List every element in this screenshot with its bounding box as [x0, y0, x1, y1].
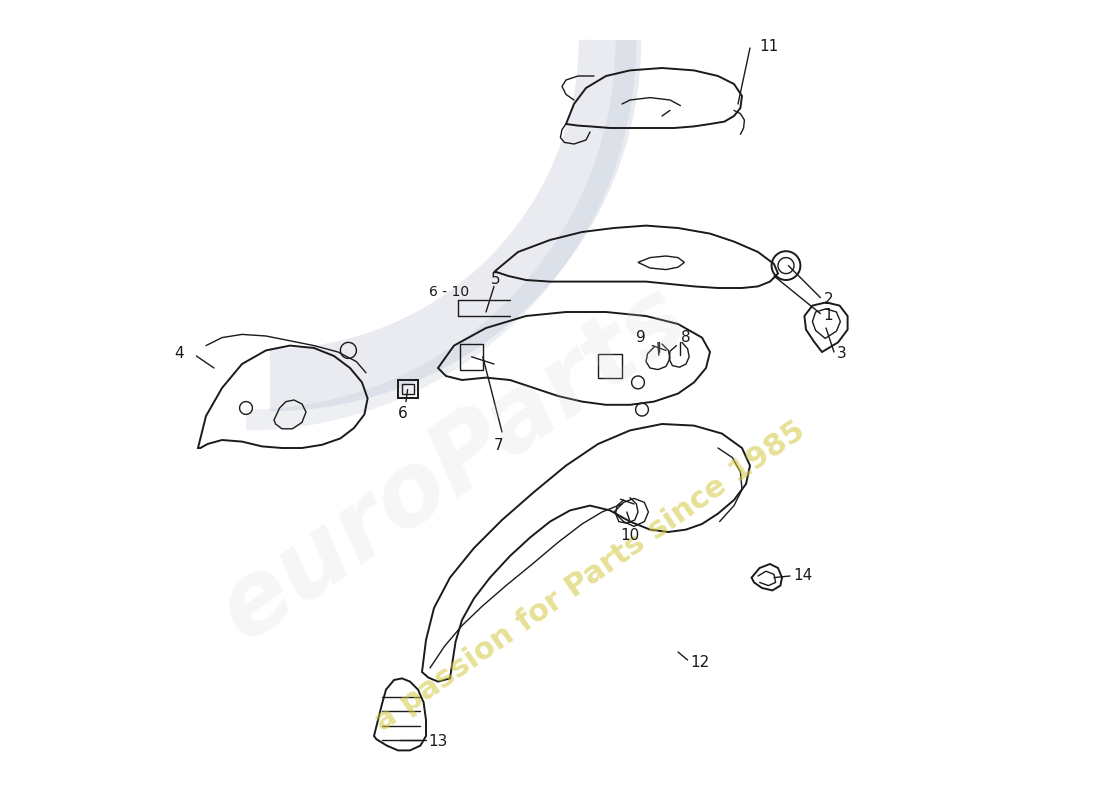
Text: 10: 10 — [620, 528, 639, 543]
Text: euroParts: euroParts — [201, 267, 706, 661]
Text: 13: 13 — [428, 734, 448, 749]
Text: 11: 11 — [760, 39, 779, 54]
Text: 9: 9 — [636, 330, 646, 345]
Text: a passion for Parts since 1985: a passion for Parts since 1985 — [370, 415, 811, 737]
Text: 6 - 10: 6 - 10 — [429, 285, 470, 299]
Text: 3: 3 — [836, 346, 846, 361]
Text: 7: 7 — [494, 438, 504, 453]
Text: 5: 5 — [491, 273, 501, 287]
Text: 14: 14 — [793, 569, 813, 583]
Text: 4: 4 — [174, 346, 184, 361]
Text: 2: 2 — [824, 292, 833, 306]
Text: 6: 6 — [398, 406, 408, 422]
Text: 8: 8 — [681, 330, 691, 345]
Text: 12: 12 — [690, 655, 710, 670]
Text: 1: 1 — [824, 308, 833, 322]
